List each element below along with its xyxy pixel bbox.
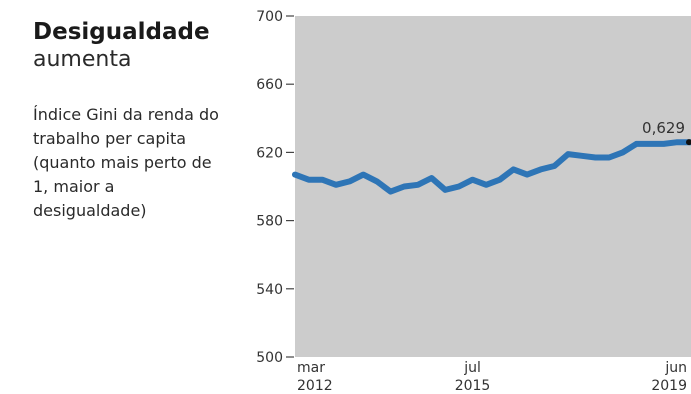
data-point: [483, 182, 489, 188]
data-point: [401, 184, 407, 189]
data-point: [347, 178, 353, 184]
data-point: [333, 182, 339, 188]
x-tick-month: mar: [297, 360, 325, 376]
data-point: [606, 155, 612, 160]
data-point: [511, 167, 516, 172]
data-point: [538, 167, 544, 172]
x-tick-year: 2015: [455, 378, 491, 394]
data-point: [360, 172, 366, 177]
data-point: [306, 177, 312, 183]
data-point: [374, 178, 380, 184]
data-point: [388, 189, 393, 195]
data-point: [456, 184, 462, 189]
data-point: [552, 163, 557, 169]
chart-title: Desigualdade: [33, 19, 210, 45]
data-point: [620, 150, 626, 155]
x-tick-month: jun: [664, 360, 687, 376]
data-point: [579, 153, 585, 159]
data-point: [429, 175, 434, 181]
end-value-label: 0,629: [642, 119, 685, 137]
y-tick-label: 660: [256, 77, 283, 93]
plot-area: [295, 16, 691, 357]
chart-subtitle: aumenta: [33, 47, 132, 72]
y-tick-label: 540: [256, 282, 283, 298]
x-tick-year: 2019: [651, 378, 687, 394]
data-point: [593, 155, 598, 160]
data-point: [633, 141, 639, 147]
data-point: [674, 139, 680, 145]
data-point: [524, 172, 530, 177]
data-point: [470, 177, 475, 183]
end-point-marker: [686, 139, 691, 146]
data-point: [497, 177, 503, 183]
chart-description: Índice Gini da renda do trabalho per cap…: [33, 105, 219, 220]
chart-header: Desigualdade aumenta Índice Gini da rend…: [33, 18, 223, 223]
data-point: [442, 187, 448, 193]
data-point: [661, 141, 667, 147]
series-line: [292, 139, 691, 195]
data-point: [647, 141, 653, 147]
data-point: [292, 172, 298, 177]
y-tick-label: 700: [256, 9, 283, 25]
y-tick-label: 580: [256, 214, 283, 230]
data-point: [565, 151, 571, 157]
data-point: [319, 177, 325, 183]
x-tick-year: 2012: [297, 378, 333, 394]
x-tick-month: jul: [463, 360, 481, 376]
y-tick-label: 620: [256, 145, 283, 161]
y-tick-label: 500: [256, 350, 283, 366]
data-point: [415, 182, 421, 188]
